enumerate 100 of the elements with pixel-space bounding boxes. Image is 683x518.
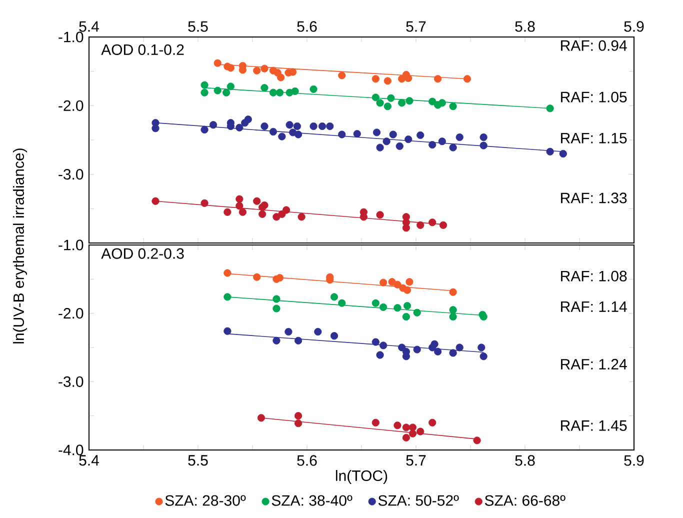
point bbox=[408, 430, 417, 438]
point bbox=[272, 304, 280, 312]
point bbox=[388, 278, 396, 286]
point bbox=[236, 202, 244, 210]
point bbox=[449, 288, 457, 296]
point bbox=[238, 208, 246, 216]
point bbox=[293, 122, 301, 130]
x-tick-label: 5.6 bbox=[297, 21, 317, 32]
point bbox=[200, 126, 208, 134]
point bbox=[376, 351, 384, 359]
point bbox=[236, 124, 244, 132]
point bbox=[284, 328, 292, 336]
x-tick-label: 5.4 bbox=[79, 455, 99, 466]
point bbox=[294, 420, 302, 428]
point bbox=[449, 349, 457, 357]
point bbox=[326, 122, 334, 130]
point bbox=[478, 344, 486, 352]
point bbox=[372, 75, 380, 83]
point bbox=[310, 85, 318, 93]
point bbox=[286, 121, 294, 129]
point bbox=[403, 286, 412, 294]
point bbox=[402, 224, 410, 232]
point bbox=[222, 88, 230, 96]
point bbox=[282, 206, 290, 214]
point bbox=[224, 208, 232, 216]
y-tick-label: -1.0 bbox=[58, 32, 84, 42]
point bbox=[406, 278, 414, 286]
y-tick-label: -2.0 bbox=[58, 100, 84, 111]
point bbox=[402, 434, 410, 442]
point bbox=[224, 269, 232, 277]
point bbox=[294, 130, 302, 138]
point bbox=[404, 136, 412, 144]
legend-label: SZA: 50-52º bbox=[378, 495, 459, 506]
point bbox=[152, 197, 160, 205]
point bbox=[372, 94, 380, 102]
point bbox=[209, 121, 218, 129]
point bbox=[480, 352, 488, 360]
point bbox=[449, 144, 457, 152]
point bbox=[258, 210, 266, 218]
x-tick-label: 5.4 bbox=[79, 21, 99, 32]
point bbox=[546, 104, 554, 112]
annotation: RAF: 0.94 bbox=[561, 40, 627, 51]
point bbox=[278, 210, 286, 218]
point bbox=[384, 77, 392, 85]
point bbox=[372, 338, 380, 346]
point bbox=[406, 97, 414, 105]
annotation: RAF: 1.08 bbox=[561, 270, 627, 282]
point bbox=[338, 299, 346, 307]
y-tick-label: -3.0 bbox=[58, 169, 84, 180]
point bbox=[403, 302, 412, 310]
point bbox=[456, 133, 464, 142]
point bbox=[398, 344, 406, 352]
point bbox=[384, 102, 392, 110]
point bbox=[480, 142, 488, 150]
point bbox=[398, 99, 406, 107]
x-tick-label: 5.9 bbox=[624, 455, 644, 466]
point bbox=[269, 128, 278, 136]
point bbox=[152, 124, 160, 132]
point bbox=[253, 66, 261, 74]
point bbox=[449, 312, 457, 321]
annotation: AOD 0.2-0.3 bbox=[101, 248, 184, 259]
x-tick-label: 5.8 bbox=[515, 455, 535, 466]
x-tick-label: 5.5 bbox=[188, 21, 208, 32]
point bbox=[330, 293, 338, 301]
x-tick-label: 5.6 bbox=[297, 455, 317, 466]
point bbox=[276, 88, 284, 96]
point bbox=[372, 418, 380, 426]
x-tick-label: 5.5 bbox=[188, 455, 208, 466]
point bbox=[257, 414, 266, 422]
point bbox=[372, 128, 381, 136]
x-tick-label: 5.9 bbox=[624, 21, 644, 32]
point bbox=[291, 87, 299, 96]
legend-label: SZA: 38-40º bbox=[272, 495, 352, 506]
point bbox=[376, 144, 384, 152]
y-tick-label: -4.0 bbox=[58, 444, 84, 456]
point bbox=[428, 140, 436, 149]
point bbox=[434, 75, 442, 83]
point bbox=[200, 199, 208, 207]
point bbox=[402, 424, 410, 432]
legend-label: SZA: 28-30º bbox=[165, 495, 246, 506]
point bbox=[387, 94, 395, 102]
annotation: RAF: 1.05 bbox=[561, 92, 627, 102]
point bbox=[200, 81, 208, 89]
point bbox=[382, 138, 390, 146]
point bbox=[214, 86, 222, 94]
point bbox=[224, 327, 232, 335]
point bbox=[294, 336, 302, 344]
y-axis-title: ln(UV-B erythemal irradiance) bbox=[13, 148, 27, 344]
point bbox=[480, 312, 488, 321]
point bbox=[298, 213, 306, 221]
annotation: RAF: 1.14 bbox=[561, 302, 627, 312]
point bbox=[289, 68, 297, 76]
point bbox=[546, 148, 554, 156]
point bbox=[428, 418, 436, 426]
point bbox=[389, 130, 397, 138]
point bbox=[214, 59, 222, 67]
x-axis-title: ln(TOC) bbox=[336, 470, 388, 484]
point bbox=[260, 122, 268, 130]
point bbox=[394, 280, 402, 288]
annotation: RAF: 1.24 bbox=[561, 358, 627, 370]
